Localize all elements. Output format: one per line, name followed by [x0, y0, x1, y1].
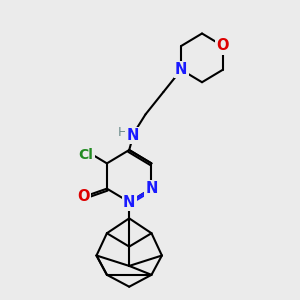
Text: Cl: Cl — [79, 148, 94, 162]
Text: O: O — [217, 38, 229, 53]
Text: H: H — [118, 126, 127, 139]
Text: N: N — [145, 181, 158, 196]
Text: O: O — [77, 190, 89, 205]
Text: N: N — [127, 128, 139, 143]
Text: N: N — [123, 194, 135, 209]
Text: N: N — [175, 62, 188, 77]
